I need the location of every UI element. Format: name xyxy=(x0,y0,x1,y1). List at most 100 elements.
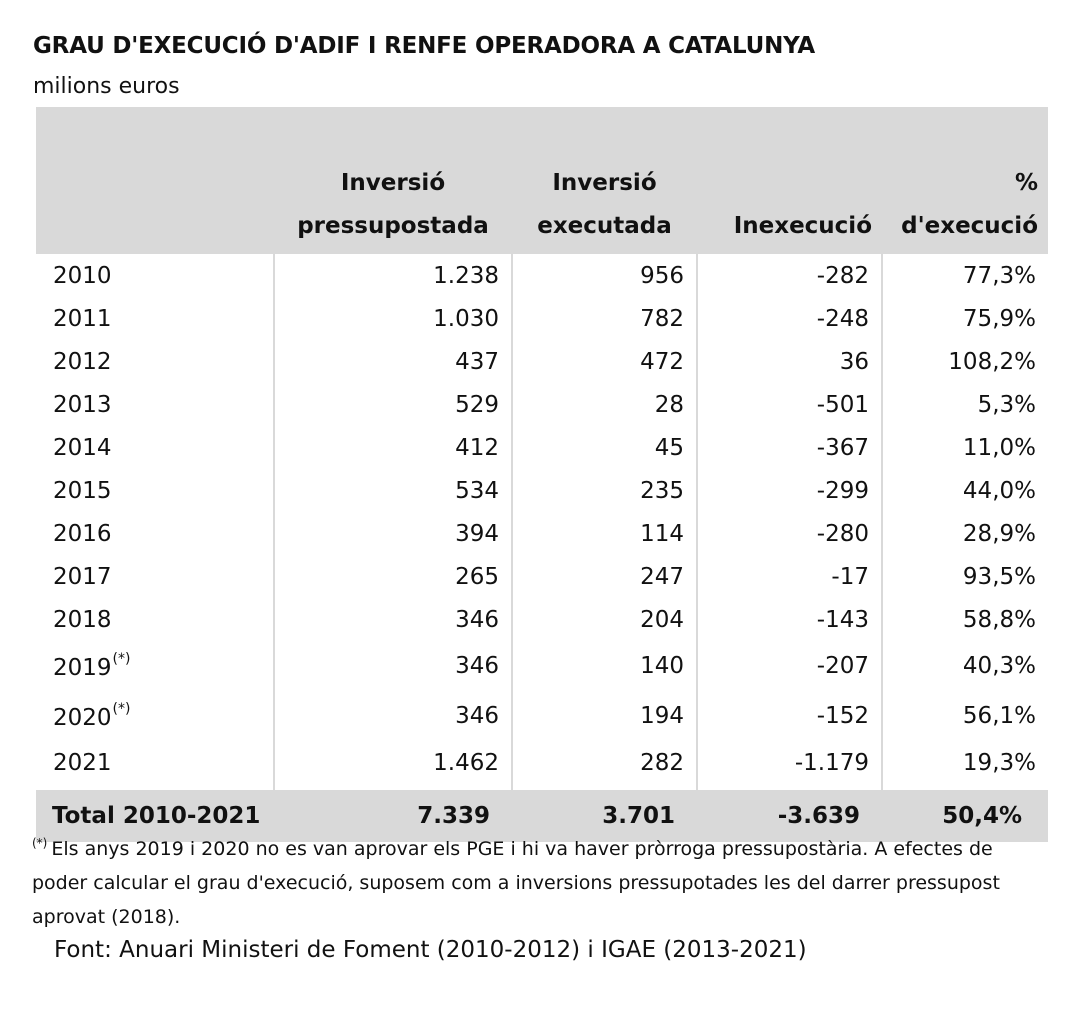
table-body: 2010 1.238 956 -282 77,3% 2011 1.030 782 -248 75,… xyxy=(36,254,1048,790)
row-year: 2013 xyxy=(36,383,274,426)
row-year-label: 2017 xyxy=(53,563,112,590)
row-executed: 282 xyxy=(511,741,697,790)
total-pct: 50,4% xyxy=(882,790,1048,842)
row-executed: 247 xyxy=(511,555,697,598)
row-pct: 44,0% xyxy=(881,469,1048,512)
total-executed: 3.701 xyxy=(512,790,697,842)
row-year-note-marker: (*) xyxy=(112,651,131,667)
row-year: 2014 xyxy=(36,426,274,469)
row-year-label: 2015 xyxy=(53,477,112,504)
row-unexecuted: -280 xyxy=(696,512,882,555)
row-unexecuted: -17 xyxy=(696,555,882,598)
row-year-label: 2014 xyxy=(53,434,112,461)
row-year-label: 2010 xyxy=(53,262,112,289)
table-row: 2021 1.462 282 -1.179 19,3% xyxy=(36,741,1048,790)
row-year: 2017 xyxy=(36,555,274,598)
footnote-text: Els anys 2019 i 2020 no es van aprovar e… xyxy=(32,838,1000,928)
footnote-marker: (*) xyxy=(32,836,48,850)
table-header: Inversió pressupostada Inversió executad… xyxy=(36,107,1048,254)
row-pct: 56,1% xyxy=(881,691,1048,741)
row-year-label: 2012 xyxy=(53,348,112,375)
row-executed: 140 xyxy=(511,641,697,691)
table-row: 2015 534 235 -299 44,0% xyxy=(36,469,1048,512)
total-label: Total 2010-2021 xyxy=(36,790,274,842)
row-executed: 28 xyxy=(511,383,697,426)
row-executed: 782 xyxy=(511,297,697,340)
row-pct: 28,9% xyxy=(881,512,1048,555)
row-budgeted: 437 xyxy=(273,340,512,383)
execution-table: Inversió pressupostada Inversió executad… xyxy=(36,107,1048,842)
total-unexecuted: -3.639 xyxy=(697,790,882,842)
table-row: 2016 394 114 -280 28,9% xyxy=(36,512,1048,555)
row-year: 2018 xyxy=(36,598,274,641)
row-year-label: 2013 xyxy=(53,391,112,418)
row-year: 2010 xyxy=(36,254,274,297)
row-budgeted: 346 xyxy=(273,598,512,641)
row-unexecuted: -152 xyxy=(696,691,882,741)
row-year: 2021 xyxy=(36,741,274,790)
table-row: 2014 412 45 -367 11,0% xyxy=(36,426,1048,469)
row-year: 2020(*) xyxy=(36,691,274,741)
row-unexecuted: -501 xyxy=(696,383,882,426)
table-row: 2019(*) 346 140 -207 40,3% xyxy=(36,641,1048,691)
row-pct: 93,5% xyxy=(881,555,1048,598)
row-pct: 19,3% xyxy=(881,741,1048,790)
row-budgeted: 1.030 xyxy=(273,297,512,340)
row-executed: 114 xyxy=(511,512,697,555)
row-year-label: 2016 xyxy=(53,520,112,547)
row-year-label: 2020 xyxy=(53,705,112,731)
footnote: (*) Els anys 2019 i 2020 no es van aprova… xyxy=(32,826,1042,934)
table-footer: Total 2010-2021 7.339 3.701 -3.639 50,4% xyxy=(36,790,1048,842)
row-budgeted: 412 xyxy=(273,426,512,469)
row-executed: 235 xyxy=(511,469,697,512)
table-row: 2017 265 247 -17 93,5% xyxy=(36,555,1048,598)
row-year: 2019(*) xyxy=(36,641,274,691)
row-pct: 108,2% xyxy=(881,340,1048,383)
header-budgeted-line1: Inversió xyxy=(340,170,446,196)
table-header-row: Inversió pressupostada Inversió executad… xyxy=(36,107,1048,254)
row-unexecuted: -207 xyxy=(696,641,882,691)
total-budgeted: 7.339 xyxy=(274,790,512,842)
source-citation: Font: Anuari Ministeri de Foment (2010-2… xyxy=(54,937,807,963)
header-executed: Inversió executada xyxy=(512,107,697,254)
row-unexecuted: -1.179 xyxy=(696,741,882,790)
row-year: 2012 xyxy=(36,340,274,383)
table-row: 2018 346 204 -143 58,8% xyxy=(36,598,1048,641)
row-pct: 58,8% xyxy=(881,598,1048,641)
header-unexecuted: Inexecució xyxy=(697,107,882,254)
execution-table-container: Inversió pressupostada Inversió executad… xyxy=(36,107,1048,842)
row-pct: 75,9% xyxy=(881,297,1048,340)
row-year: 2016 xyxy=(36,512,274,555)
total-row: Total 2010-2021 7.339 3.701 -3.639 50,4% xyxy=(36,790,1048,842)
row-executed: 194 xyxy=(511,691,697,741)
row-year-label: 2021 xyxy=(53,749,112,776)
header-budgeted: Inversió pressupostada xyxy=(274,107,512,254)
row-unexecuted: -299 xyxy=(696,469,882,512)
row-year: 2011 xyxy=(36,297,274,340)
row-budgeted: 1.462 xyxy=(273,741,512,790)
row-unexecuted: -143 xyxy=(696,598,882,641)
row-budgeted: 534 xyxy=(273,469,512,512)
table-row: 2020(*) 346 194 -152 56,1% xyxy=(36,691,1048,741)
header-executed-line1: Inversió xyxy=(552,170,657,196)
row-year-label: 2011 xyxy=(53,305,112,332)
row-executed: 45 xyxy=(511,426,697,469)
document-title: GRAU D'EXECUCIÓ D'ADIF I RENFE OPERADORA… xyxy=(33,33,815,59)
row-unexecuted: -282 xyxy=(696,254,882,297)
row-budgeted: 1.238 xyxy=(273,254,512,297)
table-row: 2010 1.238 956 -282 77,3% xyxy=(36,254,1048,297)
header-budgeted-line2: pressupostada xyxy=(297,213,489,239)
row-executed: 472 xyxy=(511,340,697,383)
row-unexecuted: -248 xyxy=(696,297,882,340)
table-row: 2013 529 28 -501 5,3% xyxy=(36,383,1048,426)
row-year-label: 2019 xyxy=(53,655,112,681)
document-subtitle: milions euros xyxy=(33,74,180,99)
table-row: 2012 437 472 36 108,2% xyxy=(36,340,1048,383)
header-execution-pct: % d'execució xyxy=(882,107,1048,254)
row-budgeted: 529 xyxy=(273,383,512,426)
row-executed: 204 xyxy=(511,598,697,641)
row-budgeted: 346 xyxy=(273,691,512,741)
row-executed: 956 xyxy=(511,254,697,297)
row-pct: 77,3% xyxy=(881,254,1048,297)
